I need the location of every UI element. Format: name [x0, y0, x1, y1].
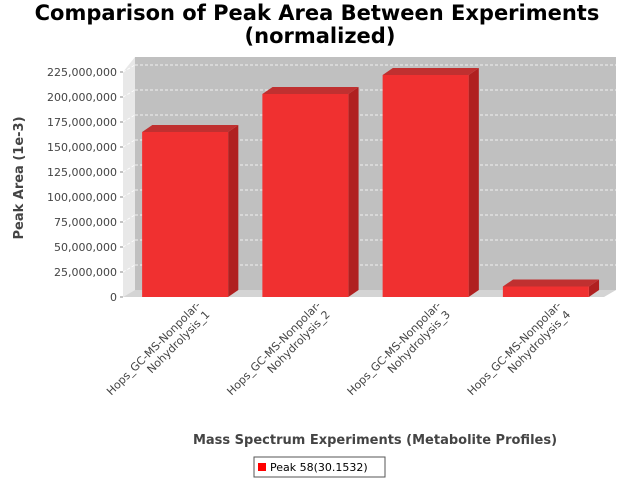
grid-line-side — [122, 89, 136, 98]
x-tick-label-line: Hops_GC-MS-Nonpolar- — [104, 299, 203, 398]
bar-front — [262, 94, 349, 297]
y-tick-label: 150,000,000 — [47, 141, 117, 154]
bar-side — [588, 279, 600, 297]
x-tick-label-line: Hops_GC-MS-Nonpolar- — [224, 299, 323, 398]
grid-line-side — [122, 239, 136, 248]
chart-subtitle: (normalized) — [245, 24, 396, 48]
x-tick-label: Hops_GC-MS-Nonpolar-Nohydrolysis_3 — [345, 299, 453, 398]
bar-front — [142, 132, 229, 297]
y-tick-label: 0 — [110, 291, 117, 304]
grid-line-side — [122, 64, 136, 73]
plot-left-wall — [123, 57, 135, 297]
grid-line-side — [122, 189, 136, 198]
x-axis-title: Mass Spectrum Experiments (Metabolite Pr… — [193, 433, 557, 448]
x-tick-label: Hops_GC-MS-Nonpolar-Nohydrolysis_1 — [104, 299, 212, 398]
y-tick-label: 225,000,000 — [47, 66, 117, 79]
grid-line-side — [122, 214, 136, 223]
x-tick-label: Hops_GC-MS-Nonpolar-Nohydrolysis_4 — [465, 299, 573, 398]
bar-front — [382, 75, 469, 297]
plot-floor — [123, 290, 616, 297]
legend-box — [253, 456, 386, 478]
x-axis: Hops_GC-MS-Nonpolar-Nohydrolysis_1 Hops_G… — [104, 299, 573, 398]
x-tick-label-line: Hops_GC-MS-Nonpolar- — [465, 299, 564, 398]
bar — [142, 125, 239, 297]
bar-front — [502, 286, 589, 297]
bar-top — [262, 87, 359, 94]
legend-label: Peak 58(30.1532) — [270, 461, 368, 474]
x-tick-label-line: Hops_GC-MS-Nonpolar- — [345, 299, 444, 398]
y-tick-label: 50,000,000 — [54, 241, 117, 254]
y-axis-title: Peak Area (1e-3) — [12, 116, 27, 239]
x-tick-label: Hops_GC-MS-Nonpolar-Nohydrolysis_2 — [224, 299, 332, 398]
grid-line-side — [122, 114, 136, 123]
bar-side — [348, 87, 359, 297]
bar-top — [142, 125, 239, 132]
y-tick-label: 200,000,000 — [47, 91, 117, 104]
bar-top — [382, 68, 479, 75]
bar-side — [468, 68, 479, 297]
y-tick-label: 75,000,000 — [54, 216, 117, 229]
grid-line-side — [122, 139, 136, 148]
bar — [502, 279, 600, 297]
bars — [142, 68, 600, 297]
chart-title: Comparison of Peak Area Between Experime… — [35, 1, 600, 25]
bar-top — [502, 279, 600, 287]
bar — [382, 68, 479, 297]
y-axis: 0 25,000,000 50,000,000 75,000,000 100,000,0… — [47, 66, 123, 304]
y-tick-label: 100,000,000 — [47, 191, 117, 204]
bar — [262, 87, 359, 297]
grid-line-side — [122, 264, 136, 273]
legend-swatch — [258, 463, 266, 471]
bar-side — [228, 125, 239, 297]
y-tick-label: 25,000,000 — [54, 266, 117, 279]
grid-line-side — [122, 164, 136, 173]
legend: Peak 58(30.1532) — [253, 456, 386, 478]
y-tick-label: 175,000,000 — [47, 116, 117, 129]
y-tick-label: 125,000,000 — [47, 166, 117, 179]
